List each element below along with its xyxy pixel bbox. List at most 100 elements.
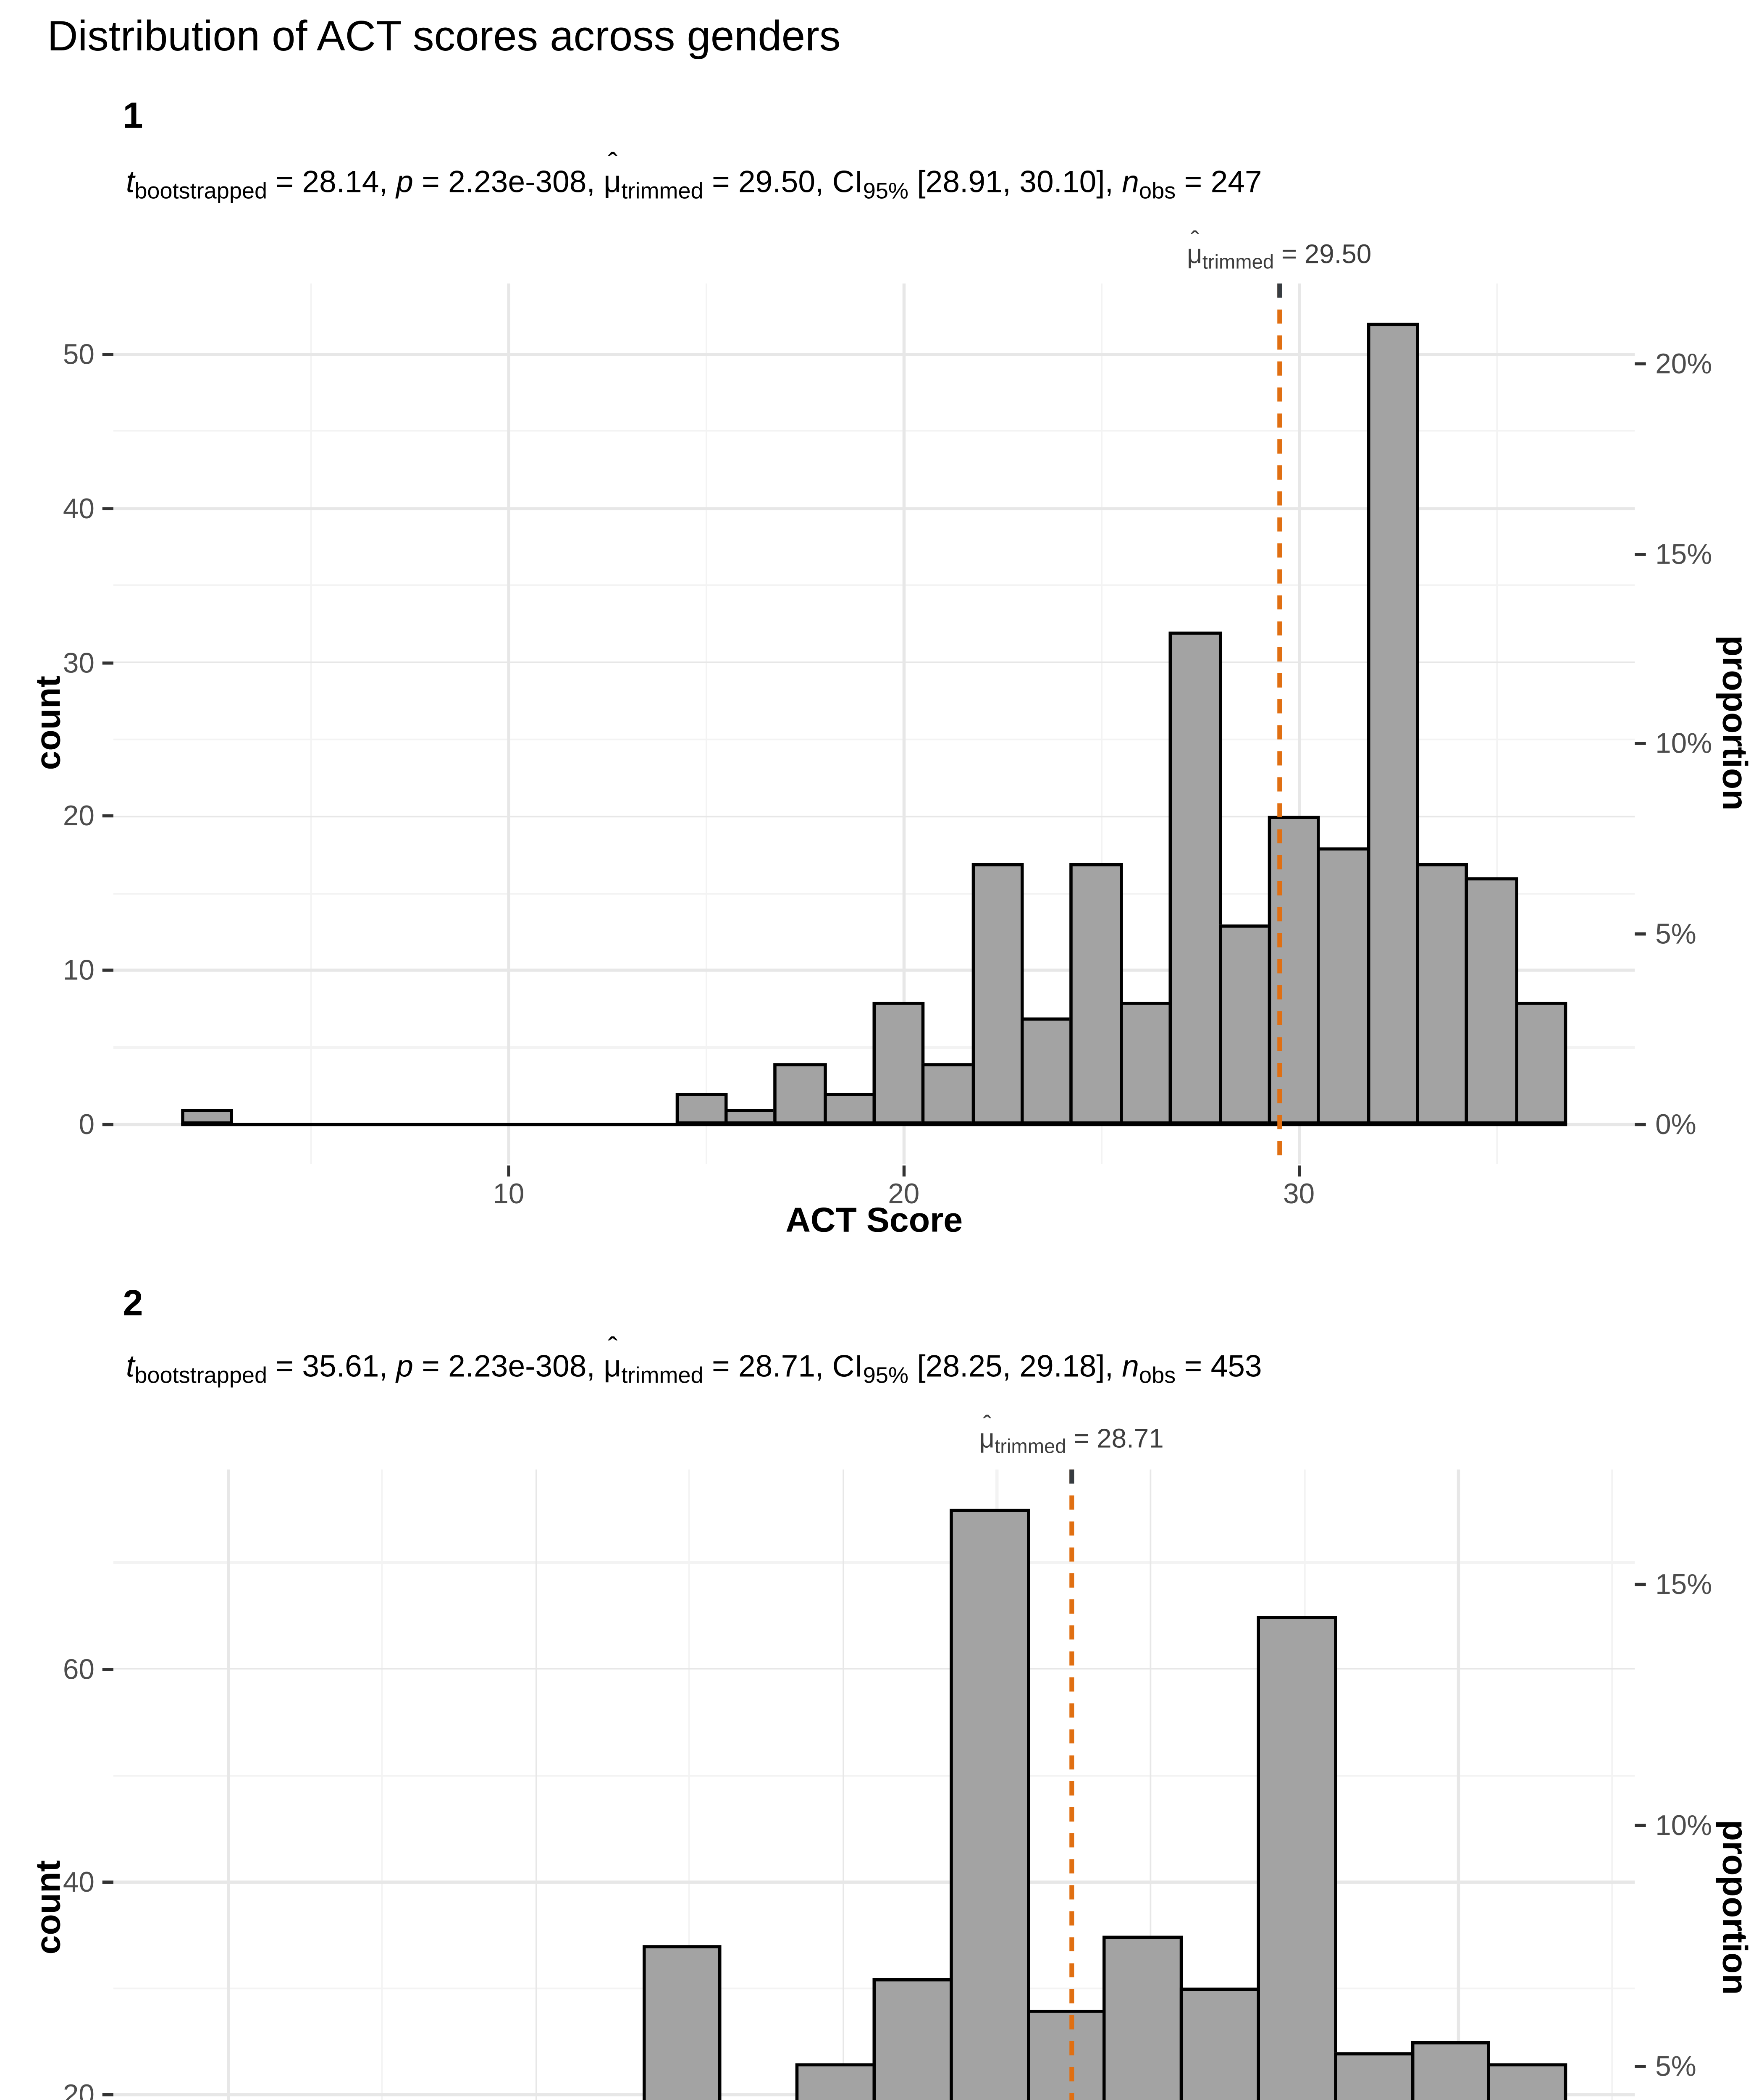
right-axis-tick [1635,2065,1646,2068]
x-minor-gridline [1611,1469,1613,2100]
y-axis-tick-label: 40 [63,492,94,524]
centrality-label: ˆ μtrimmed = 28.71 [979,1410,1163,1462]
right-axis-tick [1635,1583,1646,1586]
subscript-text: 95% [863,1364,909,1389]
stat-text: p [396,165,413,200]
stat-text: n [1122,1349,1139,1385]
x-axis-tick [902,1165,906,1176]
x-minor-gridline [688,1469,691,2100]
x-axis-tick-label: 30 [1283,1179,1315,1210]
y-axis-tick-label: 40 [63,1866,94,1898]
stat-text: = 29.50 [1274,239,1372,270]
histogram-bar [724,1109,777,1125]
subscript-text: 95% [863,179,909,205]
stat-text: t [126,165,135,200]
figure-title: Distribution of ACT scores across gender… [47,13,841,60]
stat-text: = 247 [1176,165,1262,200]
x-major-gridline [842,1469,845,2100]
y-axis-tick-label: 0 [79,1108,94,1140]
stat-text: t [126,1349,135,1385]
plot-1-left-axis-title: count [28,675,68,770]
y-minor-gridline [113,430,1635,433]
y-major-gridline [113,1667,1635,1670]
histogram-bar [1366,323,1419,1125]
y-axis-tick [102,1880,113,1884]
right-axis-tick-label: 20% [1655,348,1712,380]
y-minor-gridline [113,1774,1635,1777]
right-axis-tick [1635,932,1646,936]
stat-text: p [396,1349,413,1385]
histogram-bar [1317,847,1370,1125]
y-axis-tick [102,1667,113,1671]
stat-text: = 35.61, [267,1349,396,1385]
stat-text: = 28.71, CI [703,1349,863,1385]
hat-accent: ˆ [608,1331,618,1365]
right-axis-tick-label: 5% [1655,2050,1696,2082]
histogram-bar [1180,1988,1260,2100]
x-axis-tick-label: 20 [888,1179,920,1210]
right-axis-tick-label: 10% [1655,1809,1712,1841]
x-major-gridline [1149,1469,1152,2100]
histogram-bar [1119,1001,1172,1125]
y-axis-tick [102,815,113,818]
histogram-bar [1334,2052,1414,2100]
right-axis-tick [1635,1123,1646,1126]
facet-1-label: 1 [123,94,143,136]
stat-text: = 28.14, [267,165,396,200]
right-axis-tick [1635,742,1646,746]
y-axis-tick [102,1123,113,1126]
y-minor-gridline [113,1561,1635,1564]
stat-text: [28.91, 30.10], [908,165,1122,200]
y-axis-tick-label: 50 [63,339,94,370]
y-axis-tick [102,2093,113,2097]
histogram-baseline [181,1123,1567,1126]
hat-accent: ˆ [983,1410,992,1439]
y-axis-tick [102,969,113,972]
centrality-line-cap [1277,284,1282,298]
histogram-bar [1257,1615,1337,2100]
histogram-bar [1465,878,1518,1125]
histogram-bar [872,1001,925,1125]
histogram-bar [1070,862,1123,1125]
x-minor-gridline [705,284,707,1165]
y-major-gridline [113,815,1635,818]
y-major-gridline [113,661,1635,664]
histogram-bar [1416,862,1469,1125]
subscript-text: bootstrapped [134,179,268,205]
y-axis-tick-label: 60 [63,1653,94,1685]
x-minor-gridline [1495,284,1498,1165]
y-axis-tick-label: 20 [63,801,94,832]
y-axis-tick-label: 30 [63,646,94,678]
x-minor-gridline [310,284,312,1165]
histogram-bar [1515,1001,1567,1125]
plot-1-panel [113,284,1635,1165]
y-axis-tick-label: 20 [63,2079,94,2100]
x-major-gridline [535,1469,538,2100]
subscript-text: trimmed [621,179,704,205]
subscript-text: bootstrapped [134,1364,268,1389]
histogram-bar [1218,924,1271,1125]
stat-text: = 2.23e-308, [413,165,604,200]
y-major-gridline [113,1880,1635,1883]
histogram-bar [922,1063,975,1125]
plot-1-right-axis-title: proportion [1715,635,1755,811]
stat-text: n [1122,165,1139,200]
y-axis-tick [102,507,113,510]
stat-text: = 2.23e-308, [413,1349,604,1385]
x-major-gridline [1457,1469,1460,2100]
plot-2-panel [113,1469,1635,2100]
x-axis-tick-label: 10 [493,1179,525,1210]
y-axis-tick-label: 10 [63,955,94,987]
subscript-text: obs [1139,179,1176,205]
histogram-bar [642,1945,722,2100]
x-axis-tick [507,1165,510,1176]
centrality-line [1069,1469,1074,2100]
histogram-bar [675,1094,728,1125]
histogram-bar [823,1094,876,1125]
x-major-gridline [902,284,905,1165]
